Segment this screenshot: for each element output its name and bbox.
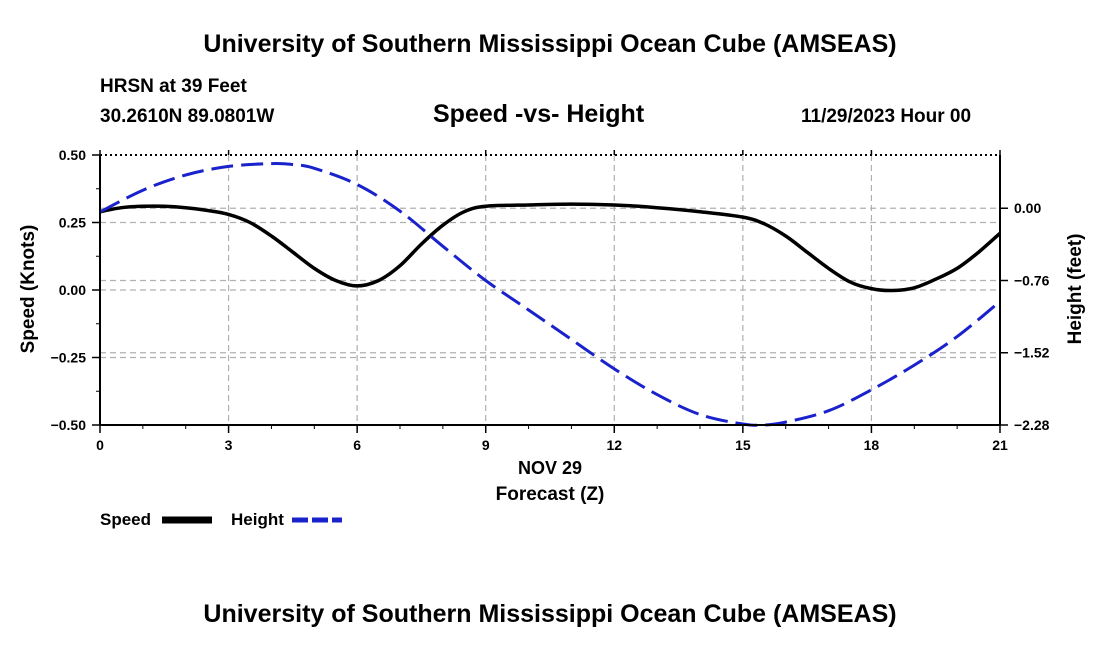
- y-tick-label: −0.25: [51, 350, 87, 366]
- forecast-datetime: 11/29/2023 Hour 00: [801, 106, 972, 127]
- series-lines: [99, 161, 1002, 427]
- x-tick-label: 21: [992, 437, 1008, 453]
- x-tick-label: 9: [482, 437, 490, 453]
- legend-label-height: Height: [231, 510, 284, 529]
- x-tick-label: 6: [353, 437, 361, 453]
- series-line-speed: [99, 202, 1002, 293]
- axes: −0.50 −0.25 0.00 0.25 0.50 0.00 −0.76 −1.52 −2.2…: [51, 147, 1050, 453]
- x-axis-date-label: NOV 29: [518, 458, 582, 478]
- y-tick-label: 0.25: [59, 215, 86, 231]
- y2-tick-label: −1.52: [1014, 345, 1050, 361]
- y2-tick-label: −2.28: [1014, 417, 1050, 433]
- station-name: HRSN at 39 Feet: [100, 76, 247, 97]
- y-axis-label: Speed (Knots): [18, 225, 39, 354]
- y-tick-label: 0.50: [59, 147, 86, 163]
- x-tick-label: 18: [864, 437, 880, 453]
- legend-label-speed: Speed: [100, 510, 151, 529]
- y2-tick-label: −0.76: [1014, 272, 1050, 288]
- speed-vs-height-chart: −0.50 −0.25 0.00 0.25 0.50 0.00 −0.76 −1.52 −2.2…: [18, 147, 1086, 529]
- x-axis-label: Forecast (Z): [496, 484, 605, 505]
- x-tick-label: 0: [96, 437, 104, 453]
- grid-lines: [100, 155, 1000, 426]
- chart-title-top: University of Southern Mississippi Ocean…: [203, 30, 897, 58]
- x-tick-label: 3: [225, 437, 233, 453]
- x-tick-label: 15: [735, 437, 751, 453]
- station-coordinates: 30.2610N 89.0801W: [100, 106, 275, 127]
- series-line-height: [99, 161, 1001, 427]
- x-tick-label: 12: [606, 437, 622, 453]
- legend: Speed Height: [100, 510, 342, 529]
- y-tick-label: 0.00: [59, 282, 86, 298]
- chart-title-bottom: University of Southern Mississippi Ocean…: [203, 600, 897, 628]
- plot-title: Speed -vs- Height: [433, 100, 645, 128]
- y-tick-label: −0.50: [51, 417, 87, 433]
- y2-tick-label: 0.00: [1014, 200, 1041, 216]
- y2-axis-label: Height (feet): [1065, 234, 1086, 345]
